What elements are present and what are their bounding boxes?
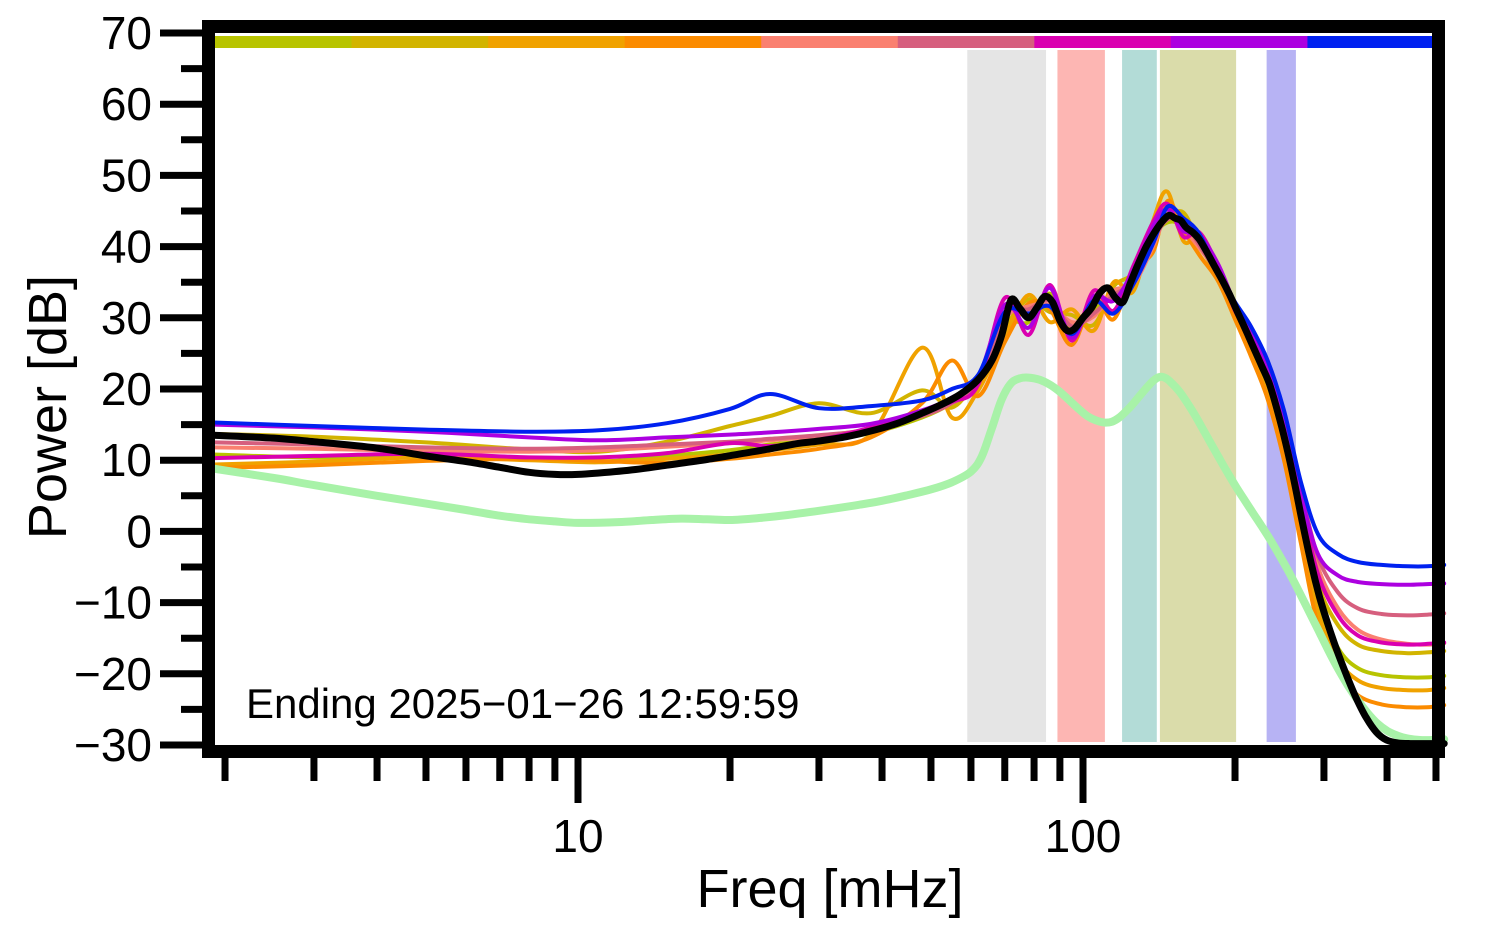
y-axis-label: Power [dB] — [18, 274, 78, 540]
y-tick-label: −10 — [74, 577, 152, 629]
spectrum-magenta — [211, 201, 1447, 647]
spectrum-rose — [211, 215, 1447, 618]
y-tick-label: 70 — [101, 7, 152, 59]
y-tick-label: 10 — [101, 434, 152, 486]
time-colorbar-segment-1 — [215, 36, 353, 48]
time-colorbar-segment-7 — [1034, 36, 1172, 48]
time-colorbar-segment-3 — [488, 36, 626, 48]
y-tick-label: −30 — [74, 719, 152, 771]
current-spectrum-black — [210, 211, 1448, 748]
band-khaki — [1159, 50, 1237, 742]
x-tick-label: 10 — [552, 810, 603, 862]
plot-frame — [202, 20, 1445, 758]
y-tick-label: 60 — [101, 78, 152, 130]
y-tick-label: −20 — [74, 648, 152, 700]
time-colorbar-segment-6 — [897, 36, 1035, 48]
y-tick-label: 30 — [101, 292, 152, 344]
y-tick-label: 50 — [101, 149, 152, 201]
ending-time-annotation: Ending 2025−01−26 12:59:59 — [246, 680, 800, 727]
time-colorbar-segment-4 — [624, 36, 762, 48]
time-colorbar-segment-8 — [1170, 36, 1309, 48]
x-axis-label: Freq [mHz] — [696, 859, 964, 919]
y-tick-label: 40 — [101, 221, 152, 273]
y-tick-label: 20 — [101, 363, 152, 415]
spectrum-blue — [211, 203, 1447, 569]
time-colorbar-segment-5 — [761, 36, 899, 48]
spectrum-purple — [211, 207, 1447, 587]
spectrum-orange — [211, 189, 1447, 693]
time-colorbar-segment-2 — [351, 36, 489, 48]
time-colorbar-segment-9 — [1307, 36, 1445, 48]
x-tick-label: 100 — [1045, 810, 1122, 862]
y-tick-label: 0 — [126, 505, 152, 557]
smooth-reference-green — [209, 372, 1449, 745]
